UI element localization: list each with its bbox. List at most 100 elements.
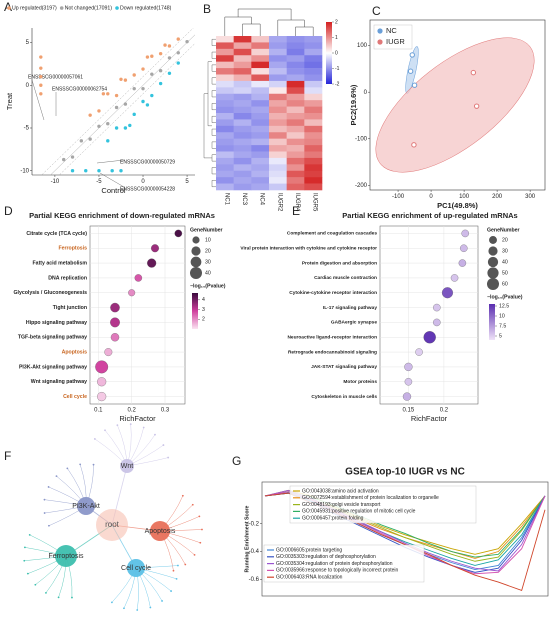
heatmap-cell bbox=[251, 48, 270, 56]
network-node-label: root bbox=[105, 520, 120, 529]
point bbox=[145, 55, 150, 59]
heatmap-cell bbox=[304, 106, 323, 114]
heatmap-cell bbox=[286, 93, 305, 101]
size-legend-label: 60 bbox=[502, 281, 508, 287]
point bbox=[407, 68, 414, 74]
category-label: Neuroactive ligand-receptor interaction bbox=[287, 335, 377, 341]
bubble bbox=[441, 287, 453, 299]
network-leaf bbox=[136, 609, 139, 611]
heatmap-cell bbox=[269, 106, 287, 114]
network-leaf bbox=[71, 596, 73, 599]
bubble bbox=[128, 289, 136, 297]
point bbox=[163, 43, 167, 47]
heatmap-cell bbox=[251, 119, 270, 127]
panel-letter: F bbox=[4, 449, 11, 463]
category-label: Motor proteins bbox=[343, 379, 377, 385]
colorbar-tick-label: 3 bbox=[202, 307, 205, 313]
point bbox=[119, 77, 123, 81]
network-leaf bbox=[175, 577, 178, 580]
heatmap-cell bbox=[286, 145, 305, 152]
point bbox=[114, 93, 119, 98]
heatmap-cell bbox=[304, 177, 323, 184]
point bbox=[70, 155, 75, 159]
heatmap-cell bbox=[216, 151, 234, 159]
heatmap-cell bbox=[233, 87, 252, 95]
x-tick-label: 100 bbox=[459, 194, 470, 200]
category-label: GABAergic synapse bbox=[331, 320, 377, 326]
legend-label: Not changed(17091) bbox=[65, 5, 113, 11]
heatmap-cell bbox=[233, 151, 252, 159]
heatmap-cell bbox=[251, 170, 270, 178]
legend-label: GO:0043038:amino acid activation bbox=[302, 488, 379, 494]
network-leaf bbox=[184, 563, 187, 566]
heatmap-cell bbox=[286, 177, 305, 184]
category-label: JAK-STAT signaling pathway bbox=[311, 364, 377, 370]
heatmap-cell bbox=[233, 170, 252, 178]
y-tick-label: -0.2 bbox=[249, 521, 260, 527]
network-leaf bbox=[34, 583, 37, 586]
heatmap-cell bbox=[233, 68, 252, 75]
point bbox=[101, 92, 106, 96]
bubble bbox=[404, 362, 413, 372]
x-tick-label: -5 bbox=[96, 179, 102, 185]
network-leaf bbox=[172, 569, 175, 572]
network-leaf bbox=[181, 494, 184, 497]
point bbox=[39, 75, 43, 79]
point bbox=[141, 99, 145, 104]
heatmap-cell bbox=[251, 74, 270, 82]
color-legend-title: −log₁₀(Pvalue) bbox=[487, 294, 523, 300]
network-leaf bbox=[111, 601, 113, 604]
heatmap-cell bbox=[233, 125, 252, 133]
row-dendrogram bbox=[203, 39, 216, 187]
colorbar bbox=[192, 293, 198, 329]
column-label: IUGR2 bbox=[276, 193, 282, 212]
category-label: Fatty acid metabolism bbox=[33, 260, 88, 266]
confidence-ellipse bbox=[375, 37, 535, 173]
heatmap-cell bbox=[216, 106, 234, 114]
heatmap-cell bbox=[304, 170, 323, 178]
bubble bbox=[147, 258, 157, 268]
heatmap-cell bbox=[304, 100, 323, 107]
heatmap-cell bbox=[269, 157, 287, 165]
bubble bbox=[151, 244, 159, 253]
bubble bbox=[423, 331, 436, 344]
heatmap-cell bbox=[251, 164, 270, 172]
heatmap-cell bbox=[233, 74, 252, 82]
heatmap-cell bbox=[251, 157, 270, 165]
x-tick-label: -100 bbox=[392, 194, 405, 200]
bubble bbox=[433, 318, 441, 327]
legend-swatch bbox=[115, 6, 119, 10]
heatmap-cell bbox=[269, 55, 287, 62]
colorbar-tick-label: 1 bbox=[335, 35, 338, 41]
heatmap-cell bbox=[216, 113, 234, 120]
heatmap-cell bbox=[233, 138, 252, 146]
legend-label: GO:0045931:positive regulation of mitoti… bbox=[302, 509, 416, 515]
network-leaf bbox=[47, 486, 50, 488]
bubble bbox=[97, 377, 107, 387]
bubble bbox=[110, 302, 120, 313]
panel-letter: D bbox=[4, 204, 13, 218]
point bbox=[79, 139, 84, 143]
x-tick-label: 0.1 bbox=[94, 408, 103, 414]
heatmap-cell bbox=[269, 68, 287, 75]
network-leaf bbox=[199, 541, 202, 544]
y-axis-label: PC2(19.6%) bbox=[349, 84, 358, 125]
heatmap-cell bbox=[216, 74, 234, 82]
panel-letter: G bbox=[232, 454, 241, 468]
legend-box bbox=[289, 485, 477, 524]
heatmap-cell bbox=[286, 48, 305, 56]
heatmap-cell bbox=[251, 87, 270, 95]
heatmap-cell bbox=[251, 61, 270, 69]
reference-line bbox=[50, 34, 195, 175]
network-leaf bbox=[201, 528, 203, 531]
x-tick-label: 0 bbox=[429, 194, 433, 200]
heatmap-cell bbox=[251, 100, 270, 107]
heatmap-cell bbox=[304, 55, 323, 62]
heatmap-cell bbox=[269, 119, 287, 127]
bubble bbox=[404, 377, 413, 386]
size-legend-marker bbox=[190, 267, 202, 279]
category-label: Wnt signaling pathway bbox=[31, 379, 87, 385]
point bbox=[106, 122, 110, 126]
network-leaf bbox=[66, 467, 69, 470]
network-leaf bbox=[167, 456, 170, 459]
